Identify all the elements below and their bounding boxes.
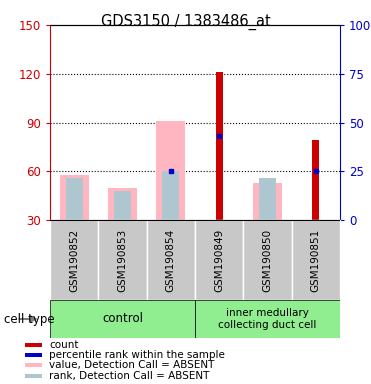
Text: value, Detection Call = ABSENT: value, Detection Call = ABSENT: [49, 360, 215, 370]
Bar: [25, 343, 42, 348]
Text: GSM190853: GSM190853: [118, 228, 128, 291]
Bar: [60, 174, 89, 220]
Bar: [114, 191, 131, 220]
Text: GDS3150 / 1383486_at: GDS3150 / 1383486_at: [101, 13, 270, 30]
Text: cell type: cell type: [4, 313, 54, 326]
Text: GSM190849: GSM190849: [214, 228, 224, 291]
Bar: [50, 220, 98, 300]
Text: GSM190851: GSM190851: [311, 228, 321, 291]
Bar: [25, 374, 42, 378]
Text: GSM190852: GSM190852: [69, 228, 79, 291]
Bar: [156, 121, 186, 220]
Bar: [243, 220, 292, 300]
Bar: [259, 178, 276, 220]
Text: GSM190854: GSM190854: [166, 228, 176, 291]
Bar: [312, 141, 319, 220]
Bar: [25, 363, 42, 367]
Bar: [147, 220, 195, 300]
Bar: [162, 171, 179, 220]
Bar: [195, 300, 340, 338]
Text: percentile rank within the sample: percentile rank within the sample: [49, 350, 225, 360]
Bar: [98, 220, 147, 300]
Text: GSM190850: GSM190850: [263, 228, 273, 291]
Text: control: control: [102, 313, 143, 326]
Bar: [108, 187, 137, 220]
Bar: [195, 220, 243, 300]
Bar: [50, 300, 195, 338]
Text: count: count: [49, 340, 79, 350]
Bar: [25, 353, 42, 357]
Text: rank, Detection Call = ABSENT: rank, Detection Call = ABSENT: [49, 371, 210, 381]
Bar: [292, 220, 340, 300]
Text: inner medullary
collecting duct cell: inner medullary collecting duct cell: [218, 308, 317, 330]
Bar: [66, 178, 83, 220]
Bar: [216, 72, 223, 220]
Bar: [253, 183, 282, 220]
